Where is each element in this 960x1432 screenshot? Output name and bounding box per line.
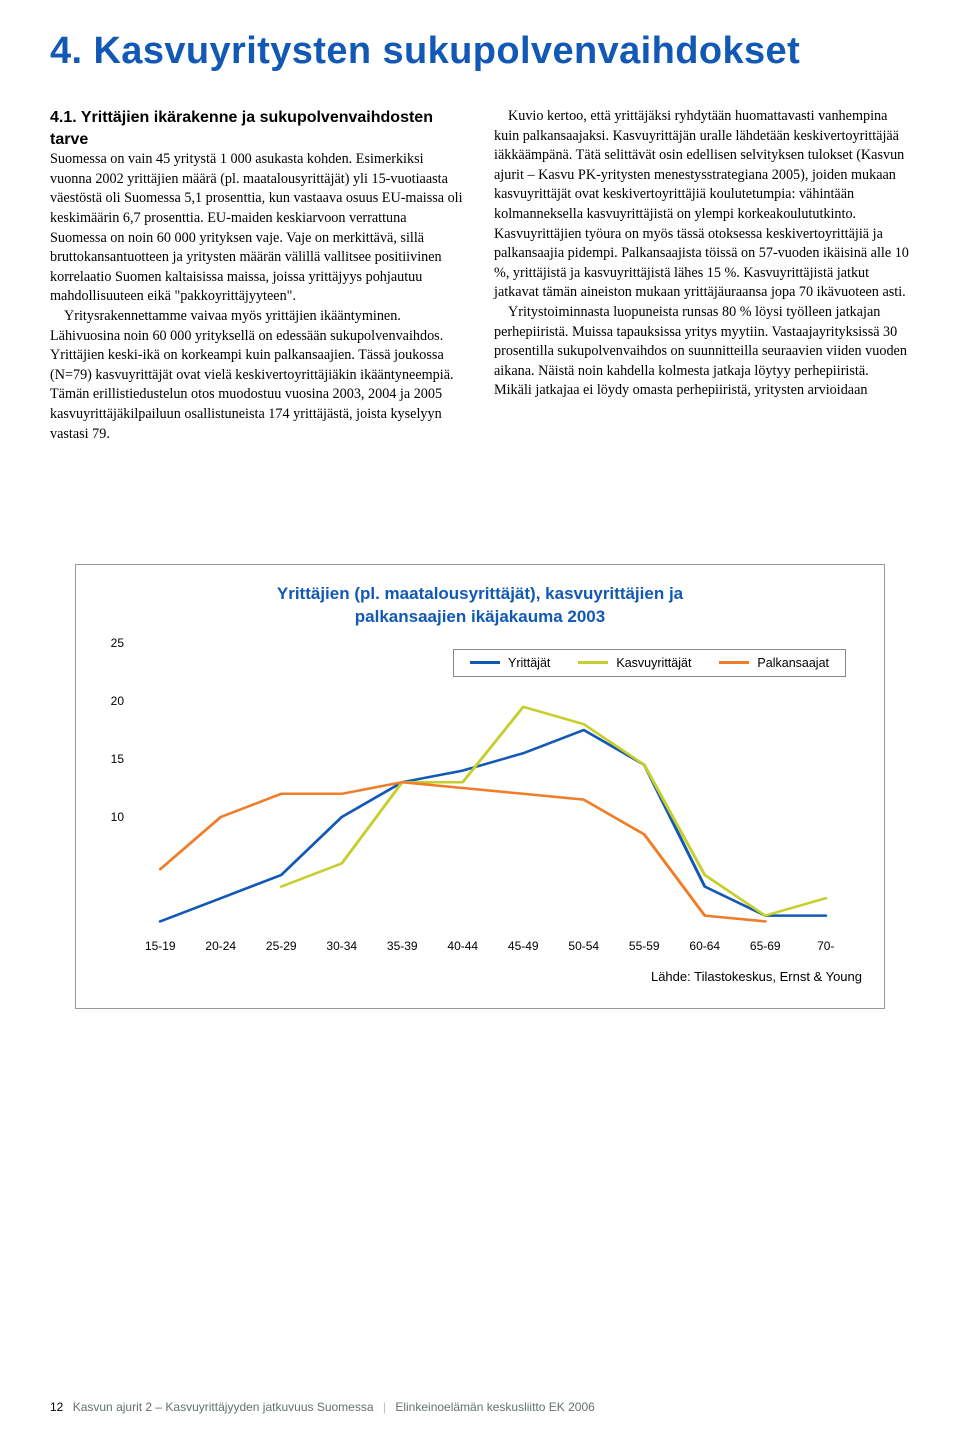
legend-label: Kasvuyrittäjät	[616, 656, 691, 670]
chart-legend: Yrittäjät Kasvuyrittäjät Palkansaajat	[453, 649, 846, 677]
legend-swatch-icon	[578, 661, 608, 664]
body-paragraph: Kuvio kertoo, että yrittäjäksi ryhdytään…	[494, 107, 910, 303]
chart-x-tick-label: 50-54	[554, 939, 615, 953]
chart-x-tick-label: 20-24	[191, 939, 252, 953]
footer-publisher: Elinkeinoelämän keskusliitto EK 2006	[395, 1400, 594, 1414]
chart-y-tick-label: 25	[98, 636, 124, 650]
chart-x-tick-label: 25-29	[251, 939, 312, 953]
body-columns: 4.1. Yrittäjien ikärakenne ja sukupolven…	[50, 107, 910, 444]
chart-y-tick-label: 10	[98, 810, 124, 824]
chart-title-line-2: palkansaajien ikäjakauma 2003	[355, 607, 605, 626]
legend-label: Palkansaajat	[757, 656, 829, 670]
page-number: 12	[50, 1400, 63, 1414]
chart-x-tick-label: 35-39	[372, 939, 433, 953]
column-left: 4.1. Yrittäjien ikärakenne ja sukupolven…	[50, 107, 466, 444]
chart-x-tick-label: 15-19	[130, 939, 191, 953]
legend-label: Yrittäjät	[508, 656, 550, 670]
chart-svg	[130, 643, 856, 933]
chart-x-tick-label: 65-69	[735, 939, 796, 953]
chart-y-tick-label: 20	[98, 694, 124, 708]
chart-series-line	[160, 730, 825, 921]
section-heading-line-2: tarve	[50, 129, 466, 151]
chart-frame: Yrittäjien (pl. maatalousyrittäjät), kas…	[75, 564, 885, 1009]
footer-sep-icon: |	[383, 1400, 386, 1414]
body-paragraph: Suomessa on vain 45 yritystä 1 000 asuka…	[50, 150, 466, 307]
section-heading-line-1: 4.1. Yrittäjien ikärakenne ja sukupolven…	[50, 107, 466, 129]
body-paragraph: Yritysrakennettamme vaivaa myös yrittäji…	[50, 307, 466, 444]
chart-plot-area: 10152025 YrittäjätKasvuyrittäjätPalkansa…	[130, 643, 856, 933]
chart-x-tick-label: 40-44	[433, 939, 494, 953]
chart-x-tick-label: 60-64	[675, 939, 736, 953]
legend-item: Palkansaajat	[719, 656, 829, 670]
chart-x-tick-label: 55-59	[614, 939, 675, 953]
chart-series-line	[281, 707, 826, 916]
footer-title: Kasvun ajurit 2 – Kasvuyrittäjyyden jatk…	[73, 1400, 374, 1414]
chart-x-tick-label: 30-34	[312, 939, 373, 953]
chart-title-line-1: Yrittäjien (pl. maatalousyrittäjät), kas…	[277, 584, 683, 603]
chart-series-line	[160, 782, 765, 921]
chart-x-tick-label: 45-49	[493, 939, 554, 953]
legend-swatch-icon	[470, 661, 500, 664]
chapter-title: 4. Kasvuyritysten sukupolvenvaihdokset	[50, 30, 910, 73]
chart-x-tick-label: 70-	[796, 939, 857, 953]
legend-item: Kasvuyrittäjät	[578, 656, 691, 670]
chart-y-tick-label: 15	[98, 752, 124, 766]
chart-source: Lähde: Tilastokeskus, Ernst & Young	[98, 969, 862, 984]
chart-x-labels: 15-1920-2425-2930-3435-3940-4445-4950-54…	[130, 939, 856, 953]
legend-swatch-icon	[719, 661, 749, 664]
legend-item: Yrittäjät	[470, 656, 550, 670]
page-footer: 12 Kasvun ajurit 2 – Kasvuyrittäjyyden j…	[50, 1400, 595, 1414]
chart-title: Yrittäjien (pl. maatalousyrittäjät), kas…	[98, 583, 862, 629]
body-paragraph: Yritystoiminnasta luopuneista runsas 80 …	[494, 303, 910, 401]
column-right: Kuvio kertoo, että yrittäjäksi ryhdytään…	[494, 107, 910, 444]
